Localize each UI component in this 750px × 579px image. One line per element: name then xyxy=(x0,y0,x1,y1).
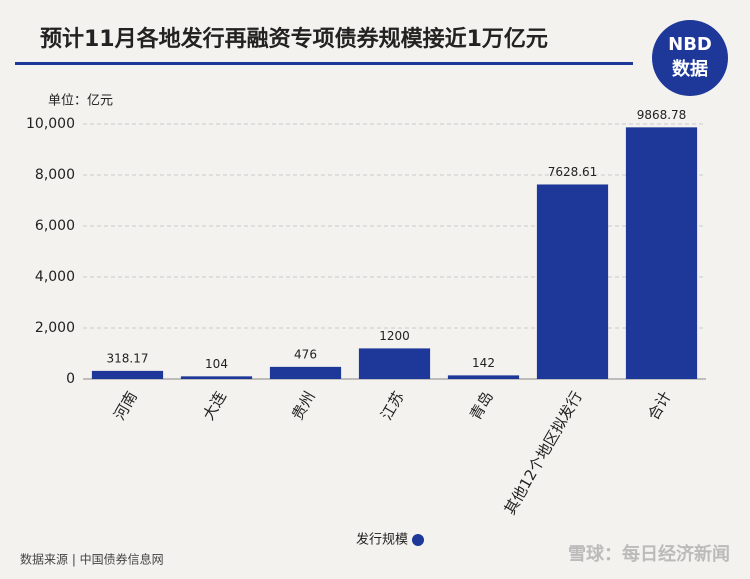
y-tick-label: 0 xyxy=(66,371,75,387)
bar xyxy=(180,376,253,379)
value-label: 318.17 xyxy=(107,351,149,365)
chart-title: 预计11月各地发行再融资专项债券规模接近1万亿元 xyxy=(40,26,548,52)
logo-badge xyxy=(652,20,728,96)
value-label: 142 xyxy=(472,356,495,370)
value-label: 9868.78 xyxy=(637,108,687,122)
value-label: 104 xyxy=(205,357,228,371)
bar xyxy=(91,370,164,379)
bar xyxy=(358,348,431,379)
x-tick-label: 大连 xyxy=(199,388,230,423)
bar xyxy=(536,184,609,379)
y-tick-label: 4,000 xyxy=(35,269,75,285)
x-tick-label: 青岛 xyxy=(466,388,497,423)
x-tick-label: 合计 xyxy=(644,388,675,423)
source: 数据来源 | 中国债券信息网 xyxy=(20,552,164,567)
legend-swatch xyxy=(412,534,424,546)
y-tick-label: 8,000 xyxy=(35,167,75,183)
logo-bottom: 数据 xyxy=(672,58,708,80)
bar xyxy=(625,127,698,380)
watermark: 雪球：每日经济新闻 xyxy=(568,543,730,565)
bar xyxy=(269,366,342,379)
y-tick-label: 2,000 xyxy=(35,320,75,336)
title-rule xyxy=(15,62,633,65)
value-label: 7628.61 xyxy=(548,165,598,179)
y-tick-label: 6,000 xyxy=(35,218,75,234)
y-tick-label: 10,000 xyxy=(26,116,75,132)
legend-label: 发行规模 xyxy=(356,532,408,548)
x-tick-label: 江苏 xyxy=(377,388,408,423)
value-label: 476 xyxy=(294,347,317,361)
bar xyxy=(447,375,520,379)
unit-label: 单位：亿元 xyxy=(48,94,113,109)
x-tick-label: 贵州 xyxy=(288,388,319,423)
x-tick-label: 河南 xyxy=(110,388,141,423)
x-tick-label: 其他12个地区拟发行 xyxy=(501,388,586,517)
logo-top: NBD xyxy=(668,34,712,55)
value-label: 1200 xyxy=(379,329,410,343)
